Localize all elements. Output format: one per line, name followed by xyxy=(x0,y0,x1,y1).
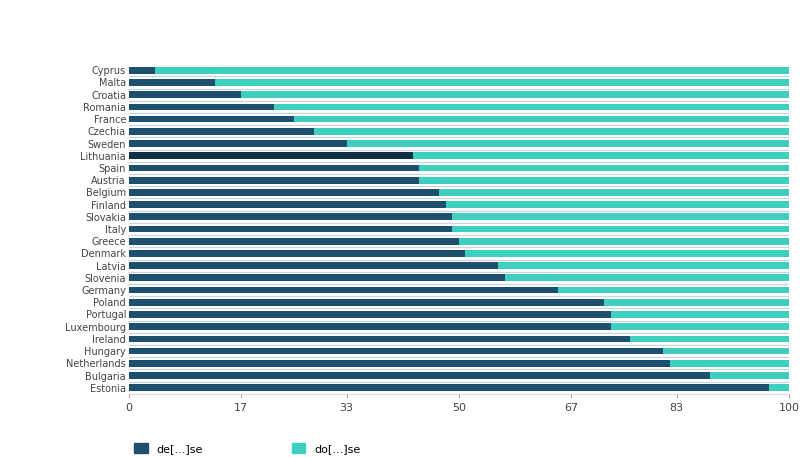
Bar xyxy=(558,287,789,294)
Bar xyxy=(241,91,789,98)
Bar xyxy=(630,336,789,342)
Bar xyxy=(611,311,789,318)
Bar xyxy=(129,104,274,110)
Bar xyxy=(611,323,789,330)
Bar xyxy=(769,384,789,391)
Bar xyxy=(670,360,789,367)
Bar xyxy=(465,250,789,257)
Bar xyxy=(129,153,413,159)
Bar xyxy=(663,348,789,354)
Text: Esiti delle decisioni di primo grado per paesi dichiaranti dell’UE - Grafico NSO: Esiti delle decisioni di primo grado per… xyxy=(109,26,696,39)
Bar xyxy=(129,274,505,281)
Bar xyxy=(419,177,789,184)
Bar xyxy=(413,153,789,159)
Bar xyxy=(129,164,419,171)
Bar xyxy=(505,274,789,281)
Bar xyxy=(129,336,630,342)
Bar xyxy=(129,323,611,330)
Bar xyxy=(129,348,663,354)
Bar xyxy=(498,262,789,269)
Bar xyxy=(710,372,789,379)
Bar xyxy=(129,67,155,74)
Bar xyxy=(129,238,459,245)
Bar xyxy=(129,287,558,294)
Bar xyxy=(274,104,789,110)
Bar xyxy=(314,128,789,135)
Bar xyxy=(155,67,789,74)
Bar xyxy=(459,238,789,245)
Bar xyxy=(129,262,498,269)
Bar xyxy=(129,299,604,305)
Bar xyxy=(129,79,215,86)
Bar xyxy=(129,140,347,147)
Bar xyxy=(129,250,465,257)
Bar xyxy=(452,213,789,220)
Bar xyxy=(129,201,446,208)
Bar xyxy=(604,299,789,305)
Bar xyxy=(129,189,439,196)
Bar xyxy=(347,140,789,147)
Bar xyxy=(129,311,611,318)
Bar xyxy=(446,201,789,208)
Bar xyxy=(452,226,789,232)
Bar xyxy=(129,226,452,232)
Bar xyxy=(129,116,294,122)
Bar xyxy=(129,384,769,391)
Bar xyxy=(294,116,789,122)
Bar xyxy=(129,128,314,135)
Bar xyxy=(439,189,789,196)
Legend: de[...]se, do[...]se: de[...]se, do[...]se xyxy=(134,443,361,454)
Bar xyxy=(215,79,789,86)
Bar xyxy=(419,164,789,171)
Bar xyxy=(129,177,419,184)
Bar xyxy=(129,372,710,379)
Bar xyxy=(129,91,241,98)
Bar xyxy=(129,360,670,367)
Bar xyxy=(129,213,452,220)
